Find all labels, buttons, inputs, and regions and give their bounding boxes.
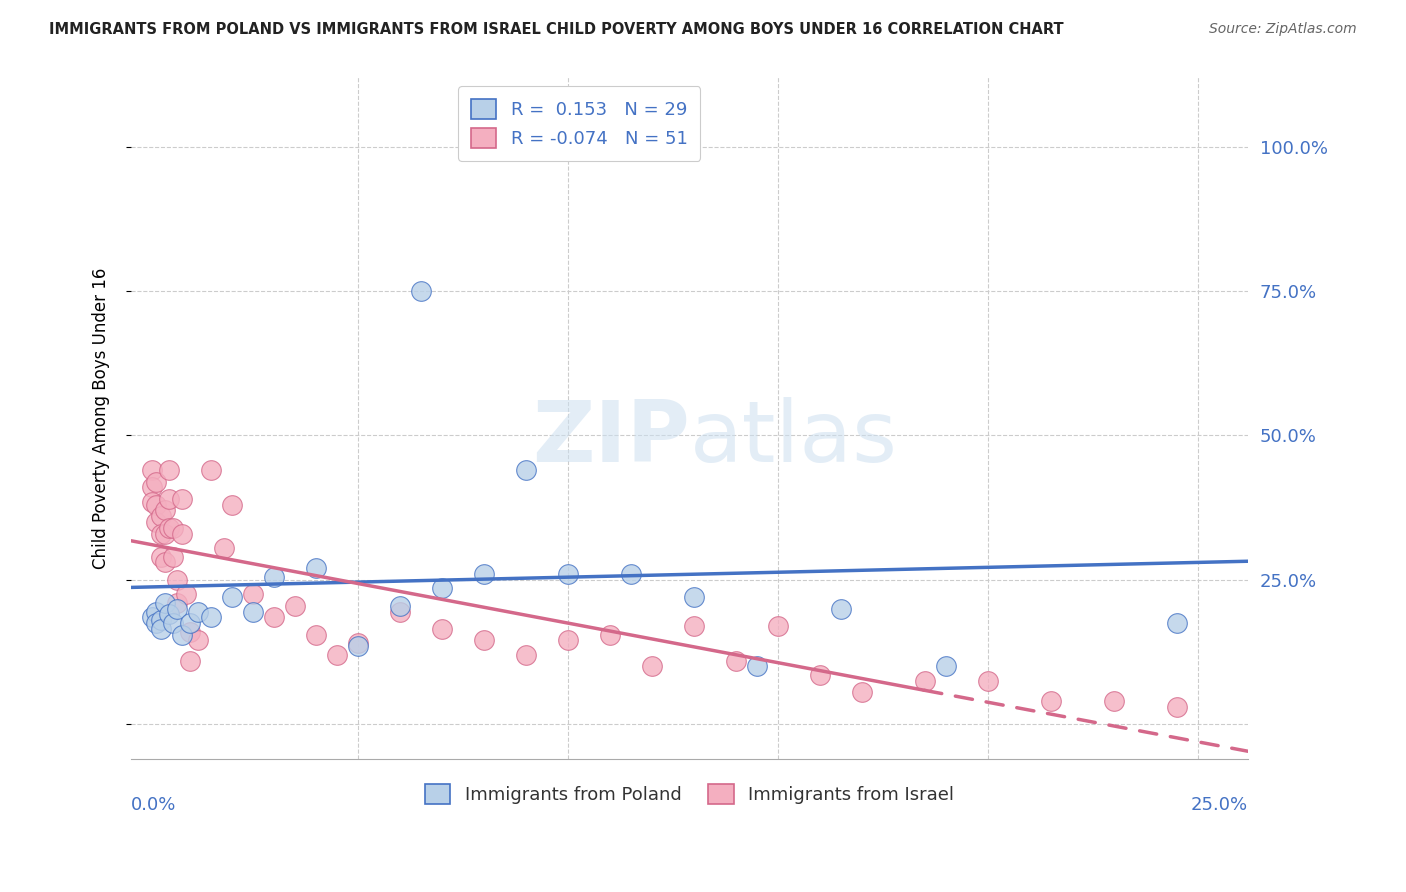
Point: [935, 659, 957, 673]
Point: [1039, 694, 1062, 708]
Legend: Immigrants from Poland, Immigrants from Israel: Immigrants from Poland, Immigrants from …: [418, 777, 962, 811]
Point: [1166, 616, 1188, 631]
Point: [153, 503, 176, 517]
Point: [620, 567, 643, 582]
Point: [472, 633, 495, 648]
Point: [149, 613, 172, 627]
Point: [166, 573, 188, 587]
Point: [830, 601, 852, 615]
Point: [388, 605, 411, 619]
Point: [149, 549, 172, 564]
Point: [157, 463, 180, 477]
Point: [976, 673, 998, 688]
Point: [745, 659, 768, 673]
Point: [145, 515, 167, 529]
Point: [242, 587, 264, 601]
Point: [472, 139, 495, 153]
Point: [515, 463, 537, 477]
Point: [149, 509, 172, 524]
Point: [157, 491, 180, 506]
Point: [145, 605, 167, 619]
Text: IMMIGRANTS FROM POLAND VS IMMIGRANTS FROM ISRAEL CHILD POVERTY AMONG BOYS UNDER : IMMIGRANTS FROM POLAND VS IMMIGRANTS FRO…: [49, 22, 1064, 37]
Point: [170, 526, 193, 541]
Point: [174, 587, 197, 601]
Point: [149, 526, 172, 541]
Point: [145, 616, 167, 631]
Point: [914, 673, 936, 688]
Text: ZIP: ZIP: [531, 397, 689, 480]
Point: [141, 463, 163, 477]
Point: [166, 601, 188, 615]
Point: [179, 616, 201, 631]
Point: [557, 567, 579, 582]
Point: [388, 599, 411, 613]
Point: [599, 627, 621, 641]
Point: [179, 624, 201, 639]
Point: [221, 498, 243, 512]
Point: [141, 480, 163, 494]
Point: [200, 610, 222, 624]
Point: [682, 590, 704, 604]
Point: [808, 668, 831, 682]
Point: [170, 491, 193, 506]
Point: [724, 654, 747, 668]
Point: [187, 605, 209, 619]
Point: [472, 567, 495, 582]
Point: [157, 607, 180, 622]
Point: [170, 627, 193, 641]
Point: [157, 521, 180, 535]
Point: [682, 619, 704, 633]
Y-axis label: Child Poverty Among Boys Under 16: Child Poverty Among Boys Under 16: [93, 268, 110, 569]
Point: [153, 526, 176, 541]
Point: [347, 639, 370, 653]
Point: [430, 582, 453, 596]
Point: [263, 570, 285, 584]
Point: [515, 648, 537, 662]
Text: atlas: atlas: [689, 397, 897, 480]
Point: [766, 619, 789, 633]
Point: [326, 648, 349, 662]
Point: [145, 475, 167, 489]
Point: [153, 556, 176, 570]
Text: 25.0%: 25.0%: [1191, 797, 1249, 814]
Point: [851, 685, 873, 699]
Point: [305, 627, 328, 641]
Point: [212, 541, 235, 555]
Point: [187, 633, 209, 648]
Point: [149, 622, 172, 636]
Point: [557, 633, 579, 648]
Point: [179, 654, 201, 668]
Point: [347, 636, 370, 650]
Point: [1166, 699, 1188, 714]
Point: [200, 463, 222, 477]
Point: [162, 616, 184, 631]
Point: [145, 498, 167, 512]
Point: [242, 605, 264, 619]
Point: [141, 495, 163, 509]
Point: [141, 610, 163, 624]
Point: [305, 561, 328, 575]
Point: [284, 599, 307, 613]
Point: [221, 590, 243, 604]
Point: [153, 596, 176, 610]
Point: [430, 622, 453, 636]
Point: [263, 610, 285, 624]
Point: [162, 521, 184, 535]
Point: [641, 659, 664, 673]
Point: [409, 284, 432, 298]
Text: 0.0%: 0.0%: [131, 797, 177, 814]
Point: [162, 549, 184, 564]
Point: [1102, 694, 1125, 708]
Point: [166, 596, 188, 610]
Text: Source: ZipAtlas.com: Source: ZipAtlas.com: [1209, 22, 1357, 37]
